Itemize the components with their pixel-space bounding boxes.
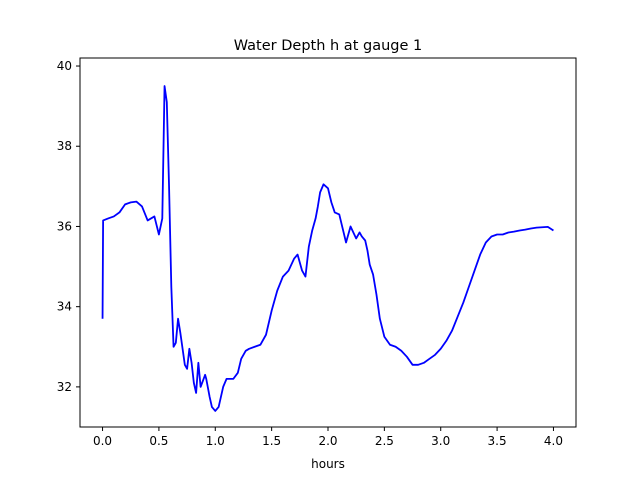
x-axis-label: hours — [311, 457, 345, 471]
x-tick-label: 1.0 — [206, 434, 225, 448]
x-tick-label: 0.5 — [149, 434, 168, 448]
x-tick-label: 0.0 — [93, 434, 112, 448]
y-tick-label: 32 — [57, 380, 72, 394]
y-tick-label: 34 — [57, 300, 72, 314]
x-tick-label: 1.5 — [262, 434, 281, 448]
series-line-0 — [101, 85, 554, 412]
x-tick-label: 2.0 — [318, 434, 337, 448]
plot-area — [101, 85, 554, 412]
axis-ticks: 0.0 0.5 1.0 1.5 2.0 2.5 3.0 3.5 4.0 32 34 36 38 40 — [57, 59, 563, 448]
y-tick-label: 36 — [57, 219, 72, 233]
x-tick-label: 3.0 — [431, 434, 450, 448]
y-tick-label: 38 — [57, 139, 72, 153]
chart-title: Water Depth h at gauge 1 — [234, 38, 422, 54]
x-tick-label: 2.5 — [375, 434, 394, 448]
x-tick-label: 4.0 — [544, 434, 563, 448]
x-tick-label: 3.5 — [488, 434, 507, 448]
y-tick-label: 40 — [57, 59, 72, 73]
axes-frame — [79, 57, 577, 428]
